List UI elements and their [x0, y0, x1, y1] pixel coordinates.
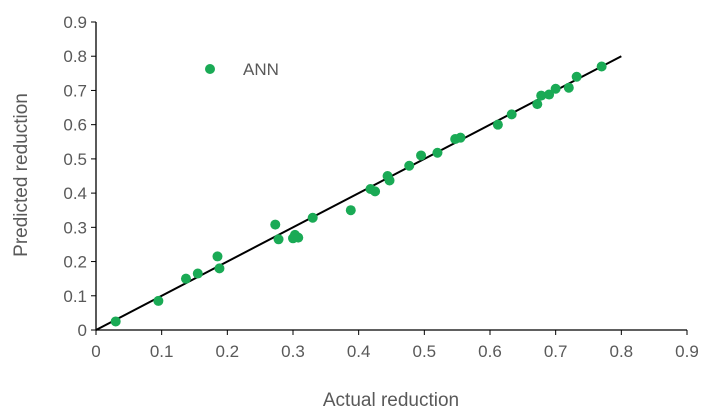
- data-point: [180, 273, 191, 284]
- y-tick-label: 0.9: [63, 13, 87, 32]
- data-point: [506, 109, 517, 120]
- y-tick-label: 0.6: [63, 116, 87, 135]
- legend-label: ANN: [243, 60, 279, 79]
- x-tick-labels: 0 0.1 0.2 0.3 0.4 0.5 0.6 0.7 0.8 0.9: [91, 342, 699, 361]
- data-point: [345, 205, 356, 216]
- x-tick-label: 0.2: [216, 342, 240, 361]
- data-points: [110, 61, 607, 327]
- y-tick-label: 0.3: [63, 218, 87, 237]
- legend-marker: [205, 64, 215, 74]
- x-axis-title: Actual reduction: [323, 390, 459, 410]
- x-tick-label: 0.5: [413, 342, 437, 361]
- data-point: [384, 175, 395, 186]
- data-point: [550, 83, 561, 94]
- y-tick-label: 0.2: [63, 253, 87, 272]
- axes: [91, 21, 688, 335]
- data-point: [273, 234, 284, 245]
- data-point: [293, 232, 304, 243]
- data-point: [212, 251, 223, 262]
- y-tick-label: 0.5: [63, 150, 87, 169]
- y-tick-label: 0.8: [63, 47, 87, 66]
- data-point: [307, 212, 318, 223]
- data-point: [416, 150, 427, 161]
- data-point: [571, 71, 582, 82]
- x-tick-label: 0.3: [281, 342, 305, 361]
- data-point: [544, 89, 555, 100]
- y-tick-label: 0.7: [63, 81, 87, 100]
- y-tick-labels: 0 0.1 0.2 0.3 0.4 0.5 0.6 0.7 0.8 0.9: [63, 13, 87, 340]
- data-point: [110, 316, 121, 327]
- x-tick-label: 0.7: [544, 342, 568, 361]
- data-point: [536, 90, 547, 101]
- data-point: [563, 82, 574, 93]
- x-tick-label: 0.9: [675, 342, 699, 361]
- data-point: [192, 268, 203, 279]
- x-tick-label: 0.1: [150, 342, 174, 361]
- y-tick-label: 0.4: [63, 184, 87, 203]
- x-tick-label: 0: [91, 342, 100, 361]
- data-point: [432, 147, 443, 158]
- data-point: [532, 99, 543, 110]
- legend: ANN: [205, 60, 279, 79]
- y-tick-label: 0: [78, 321, 87, 340]
- y-axis-title: Predicted reduction: [11, 93, 32, 257]
- x-tick-label: 0.8: [610, 342, 634, 361]
- data-point: [153, 295, 164, 306]
- data-point: [492, 119, 503, 130]
- y-tick-label: 0.1: [63, 287, 87, 306]
- data-point: [270, 219, 281, 230]
- data-point: [370, 186, 381, 197]
- x-tick-label: 0.6: [478, 342, 502, 361]
- data-point: [455, 132, 466, 143]
- data-point: [214, 263, 225, 274]
- data-point: [404, 160, 415, 171]
- x-tick-label: 0.4: [347, 342, 371, 361]
- data-point: [596, 61, 607, 72]
